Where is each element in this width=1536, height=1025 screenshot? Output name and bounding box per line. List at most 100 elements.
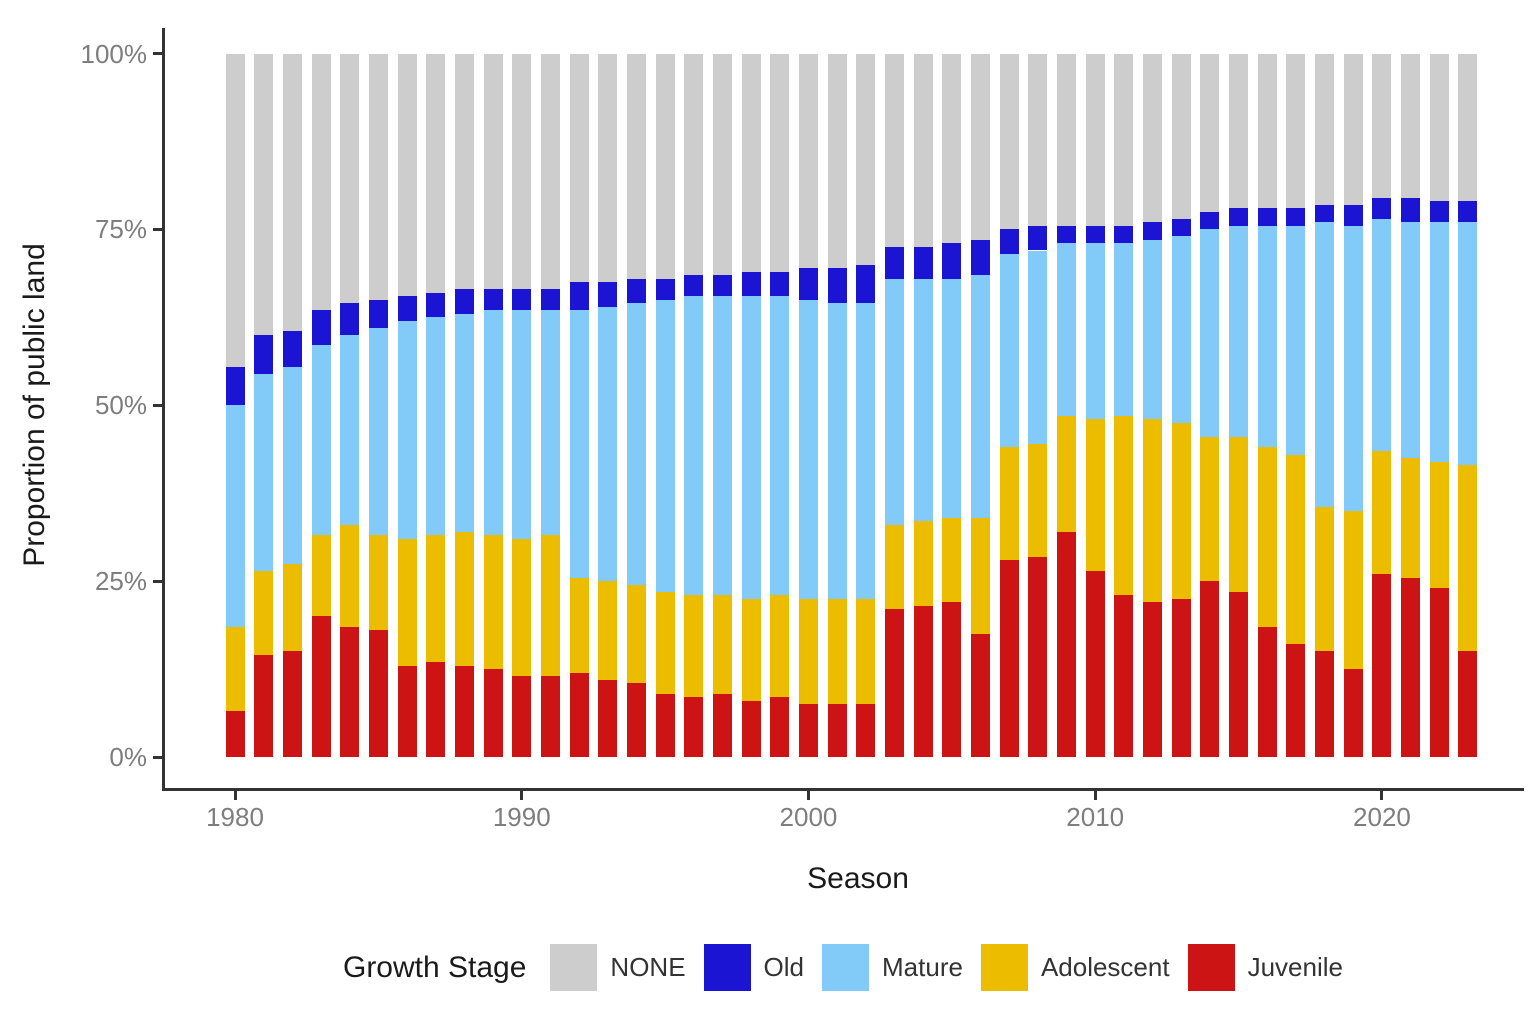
x-tick-mark xyxy=(233,791,237,800)
bar-segment-adolescent xyxy=(1114,415,1134,596)
bar-segment-none xyxy=(655,53,675,279)
bar-segment-juvenile xyxy=(598,679,618,757)
x-tick-mark xyxy=(520,791,524,800)
y-axis-line xyxy=(162,28,165,791)
bar-segment-old xyxy=(1057,225,1077,244)
y-tick-mark xyxy=(153,403,162,407)
bar-segment-mature xyxy=(512,310,532,539)
legend: Growth Stage NONE Old Mature Adolescent Juve… xyxy=(162,944,1524,991)
bar-segment-juvenile xyxy=(942,602,962,757)
x-axis-line xyxy=(162,788,1524,791)
bar-1980 xyxy=(225,53,245,757)
bar-segment-juvenile xyxy=(282,651,302,757)
bar-segment-old xyxy=(483,289,503,311)
bar-segment-juvenile xyxy=(684,697,704,757)
bar-segment-none xyxy=(913,53,933,247)
bar-2011 xyxy=(1114,53,1134,757)
legend-key-old xyxy=(703,944,751,991)
bar-segment-adolescent xyxy=(798,598,818,705)
bar-segment-juvenile xyxy=(971,633,991,757)
bar-segment-mature xyxy=(1429,222,1449,462)
bar-segment-adolescent xyxy=(1429,461,1449,589)
bar-segment-juvenile xyxy=(1429,588,1449,757)
bar-segment-none xyxy=(254,53,274,335)
bar-segment-old xyxy=(798,268,818,300)
bar-segment-none xyxy=(454,53,474,290)
bar-segment-adolescent xyxy=(368,535,388,631)
bar-segment-juvenile xyxy=(368,630,388,757)
bar-segment-mature xyxy=(1114,243,1134,416)
bar-segment-mature xyxy=(1286,225,1306,455)
bar-segment-juvenile xyxy=(1401,577,1421,757)
bar-segment-juvenile xyxy=(225,711,245,757)
bar-segment-none xyxy=(1114,53,1134,226)
bar-segment-old xyxy=(254,334,274,374)
bar-2000 xyxy=(798,53,818,757)
bar-segment-old xyxy=(1458,201,1478,223)
bar-segment-none xyxy=(971,53,991,240)
bar-segment-adolescent xyxy=(684,595,704,698)
bar-segment-mature xyxy=(712,296,732,596)
bar-segment-mature xyxy=(1315,222,1335,508)
bar-segment-none xyxy=(1085,53,1105,226)
bar-segment-adolescent xyxy=(282,563,302,652)
legend-item-adolescent: Adolescent xyxy=(980,944,1170,991)
bar-segment-mature xyxy=(856,303,876,599)
bar-segment-mature xyxy=(1028,250,1048,444)
legend-item-mature: Mature xyxy=(822,944,963,991)
bar-segment-adolescent xyxy=(540,535,560,677)
y-tick-mark xyxy=(153,52,162,55)
bar-segment-none xyxy=(340,53,360,304)
bar-segment-old xyxy=(1286,208,1306,226)
bar-1998 xyxy=(741,53,761,757)
bar-segment-mature xyxy=(540,310,560,536)
bar-segment-juvenile xyxy=(1028,556,1048,757)
bar-segment-none xyxy=(569,53,589,283)
bar-segment-mature xyxy=(569,310,589,578)
legend-title: Growth Stage xyxy=(342,950,527,984)
bar-segment-juvenile xyxy=(1315,651,1335,757)
bar-segment-mature xyxy=(1458,222,1478,466)
bar-segment-juvenile xyxy=(340,626,360,757)
bar-segment-adolescent xyxy=(569,577,589,673)
bar-2018 xyxy=(1315,53,1335,757)
legend-key-none xyxy=(550,944,598,991)
bar-segment-adolescent xyxy=(885,524,904,610)
bar-segment-juvenile xyxy=(1257,626,1277,757)
bar-segment-old xyxy=(311,310,331,346)
bar-segment-mature xyxy=(626,303,646,585)
legend-label-mature: Mature xyxy=(882,952,963,982)
bar-segment-none xyxy=(770,53,790,272)
bar-segment-old xyxy=(397,296,417,321)
x-tick-label: 1980 xyxy=(206,802,264,832)
bar-segment-adolescent xyxy=(1057,415,1077,532)
bar-2016 xyxy=(1257,53,1277,757)
bar-segment-old xyxy=(827,268,847,304)
bar-segment-old xyxy=(741,271,761,297)
bar-2015 xyxy=(1229,53,1249,757)
x-tick-mark xyxy=(1093,791,1097,800)
bar-segment-none xyxy=(827,53,847,269)
bar-segment-adolescent xyxy=(1171,422,1191,599)
bar-segment-mature xyxy=(655,299,675,592)
bar-segment-juvenile xyxy=(1057,531,1077,757)
x-tick-mark xyxy=(1380,791,1384,800)
bar-segment-juvenile xyxy=(1286,644,1306,757)
bar-segment-mature xyxy=(684,296,704,596)
bar-segment-adolescent xyxy=(512,538,532,677)
y-tick-label: 25% xyxy=(94,566,147,597)
bar-segment-old xyxy=(569,282,589,311)
bar-2004 xyxy=(913,53,933,757)
bar-segment-adolescent xyxy=(1085,419,1105,571)
bar-segment-none xyxy=(1429,53,1449,202)
bar-segment-old xyxy=(770,271,790,297)
y-tick-mark xyxy=(153,227,162,231)
bar-segment-adolescent xyxy=(426,535,446,663)
bar-segment-adolescent xyxy=(942,517,962,603)
legend-key-juvenile xyxy=(1187,944,1235,991)
bar-2008 xyxy=(1028,53,1048,757)
bar-segment-juvenile xyxy=(397,665,417,757)
bar-1985 xyxy=(368,53,388,757)
bar-segment-adolescent xyxy=(1343,510,1363,670)
